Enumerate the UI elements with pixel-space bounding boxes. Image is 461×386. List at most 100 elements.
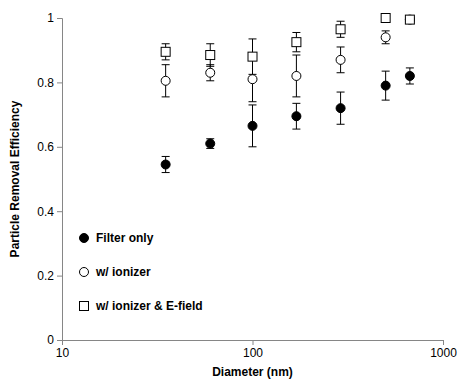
error-bar — [382, 31, 390, 44]
x-tick-label: 10 — [56, 346, 70, 360]
error-bar-cap — [382, 30, 390, 31]
y-tick-label: 0.2 — [37, 269, 54, 283]
plot: 10 100 1000 0 0.2 0.4 0.6 0.8 1 Filter only w/ ion… — [37, 11, 457, 359]
x-tick-mark — [253, 340, 254, 345]
y-tick-mark — [57, 340, 62, 341]
y-tick: 0.2 — [37, 269, 62, 283]
y-tick-mark — [57, 147, 62, 148]
x-tick: 100 — [243, 340, 263, 360]
error-bar-cap — [382, 71, 390, 72]
error-bar — [249, 105, 257, 147]
error-bar-cap — [292, 51, 300, 52]
error-bar-cap — [337, 37, 345, 38]
y-axis-title: Particle Removal Efficiency — [8, 100, 22, 257]
point — [206, 139, 215, 148]
point — [381, 81, 390, 90]
point — [381, 14, 390, 23]
error-bar-cap — [249, 101, 257, 102]
markers — [161, 14, 414, 170]
point — [206, 51, 215, 60]
error-bar — [206, 139, 214, 149]
point — [381, 33, 390, 42]
point — [336, 25, 345, 34]
error-bar-cap — [206, 80, 214, 81]
point — [336, 104, 345, 113]
y-tick-mark — [57, 276, 62, 277]
y-tick-mark — [57, 18, 62, 19]
x-axis: 10 100 1000 — [56, 340, 457, 360]
error-bar — [292, 103, 300, 129]
error-bar — [292, 55, 300, 97]
y-tick-label: 0.4 — [37, 205, 54, 219]
error-bar — [162, 156, 170, 172]
y-tick: 0.6 — [37, 140, 62, 154]
chart: 10 100 1000 0 0.2 0.4 0.6 0.8 1 Filter only w/ ion… — [0, 0, 461, 386]
error-bar-cap — [382, 43, 390, 44]
error-bar-cap — [382, 100, 390, 101]
y-axis: 0 0.2 0.4 0.6 0.8 1 — [37, 11, 62, 347]
legend-label: w/ ionizer & E-field — [95, 299, 203, 313]
point — [248, 75, 257, 84]
error-bar-cap — [292, 55, 300, 56]
legend-marker — [80, 268, 89, 277]
error-bar — [406, 68, 414, 84]
x-axis-title: Diameter (nm) — [212, 365, 293, 379]
y-tick-label: 1 — [47, 11, 54, 25]
error-bar — [337, 47, 345, 73]
point — [206, 68, 215, 77]
y-tick-label: 0 — [47, 333, 54, 347]
point — [405, 15, 414, 24]
error-bar-cap — [206, 43, 214, 44]
error-bar-cap — [292, 96, 300, 97]
error-bar-cap — [292, 103, 300, 104]
legend-marker — [80, 234, 89, 243]
point — [292, 71, 301, 80]
legend-entry: w/ ionizer — [80, 265, 152, 279]
error-bar-cap — [406, 67, 414, 68]
error-bar — [162, 44, 170, 60]
error-bar — [249, 39, 257, 74]
error-bar — [382, 71, 390, 100]
error-bar-cap — [249, 146, 257, 147]
point — [161, 47, 170, 56]
error-bar-cap — [292, 129, 300, 130]
y-tick-label: 0.8 — [37, 76, 54, 90]
point — [405, 15, 414, 24]
legend-marker — [80, 302, 89, 311]
x-tick-label: 1000 — [430, 346, 457, 360]
point — [405, 71, 414, 80]
point — [248, 121, 257, 130]
y-tick: 0.4 — [37, 205, 62, 219]
y-tick: 0.8 — [37, 76, 62, 90]
y-tick-mark — [57, 211, 62, 212]
legend-entry: w/ ionizer & E-field — [80, 299, 203, 313]
error-bar-cap — [249, 104, 257, 105]
x-tick-mark — [443, 340, 444, 345]
point — [292, 112, 301, 121]
error-bar-cap — [337, 46, 345, 47]
y-tick-label: 0.6 — [37, 140, 54, 154]
error-bar-cap — [337, 124, 345, 125]
error-bar-cap — [337, 72, 345, 73]
error-bar-cap — [406, 84, 414, 85]
error-bar-cap — [162, 156, 170, 157]
error-bar — [337, 92, 345, 124]
y-tick: 1 — [47, 11, 62, 25]
error-bar-cap — [249, 38, 257, 39]
legend: Filter only w/ ionizer w/ ionizer & E-fiel… — [80, 231, 203, 313]
point — [248, 52, 257, 61]
point — [161, 160, 170, 169]
point — [161, 76, 170, 85]
error-bar-cap — [162, 96, 170, 97]
error-bar-cap — [162, 59, 170, 60]
error-bar — [292, 32, 300, 51]
error-bar-cap — [337, 92, 345, 93]
point — [336, 55, 345, 64]
error-bar — [337, 21, 345, 37]
y-axis-line — [57, 19, 63, 341]
legend-entry: Filter only — [80, 231, 154, 245]
error-bar-cap — [337, 21, 345, 22]
legend-label: Filter only — [96, 231, 154, 245]
y-tick-mark — [57, 82, 62, 83]
error-bar-cap — [162, 64, 170, 65]
